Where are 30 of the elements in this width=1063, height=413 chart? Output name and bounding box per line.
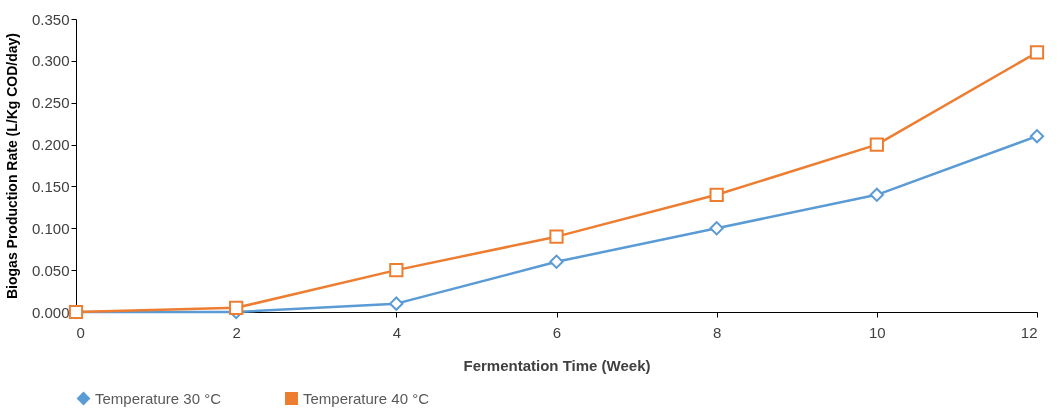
point — [709, 187, 724, 202]
point — [389, 263, 404, 278]
x-tick-label: 10 — [868, 323, 886, 341]
point — [549, 254, 564, 269]
point — [869, 187, 884, 202]
point — [1029, 129, 1045, 144]
x-tick-label: 8 — [712, 323, 722, 341]
x-tick-label: 4 — [392, 323, 402, 341]
point — [709, 221, 724, 236]
legend-label: Temperature 40 °C — [303, 389, 430, 407]
x-axis-title: Fermentation Time (Week) — [463, 356, 651, 374]
y-tick-label: 0.100 — [31, 219, 70, 237]
x-tick-label: 2 — [232, 323, 241, 341]
y-tick-label: 0.000 — [31, 303, 70, 321]
y-tick-label: 0.250 — [31, 94, 70, 112]
y-axis-title: Biogas Production Rate (L/Kg COD/day) — [3, 32, 20, 300]
point — [389, 296, 404, 311]
point — [869, 137, 884, 152]
x-tick-label: 12 — [1020, 323, 1038, 341]
x-tick-label: 6 — [552, 323, 562, 341]
legend-label: Temperature 30 °C — [95, 389, 222, 407]
y-tick-label: 0.350 — [31, 10, 70, 28]
y-tick-label: 0.050 — [31, 261, 70, 279]
y-tick-label: 0.150 — [31, 177, 70, 195]
x-tick-label: 0 — [76, 323, 85, 341]
point — [1029, 45, 1045, 60]
point — [549, 229, 564, 244]
point — [229, 300, 244, 315]
y-tick-label: 0.200 — [31, 136, 70, 154]
y-tick-label: 0.300 — [31, 52, 70, 70]
